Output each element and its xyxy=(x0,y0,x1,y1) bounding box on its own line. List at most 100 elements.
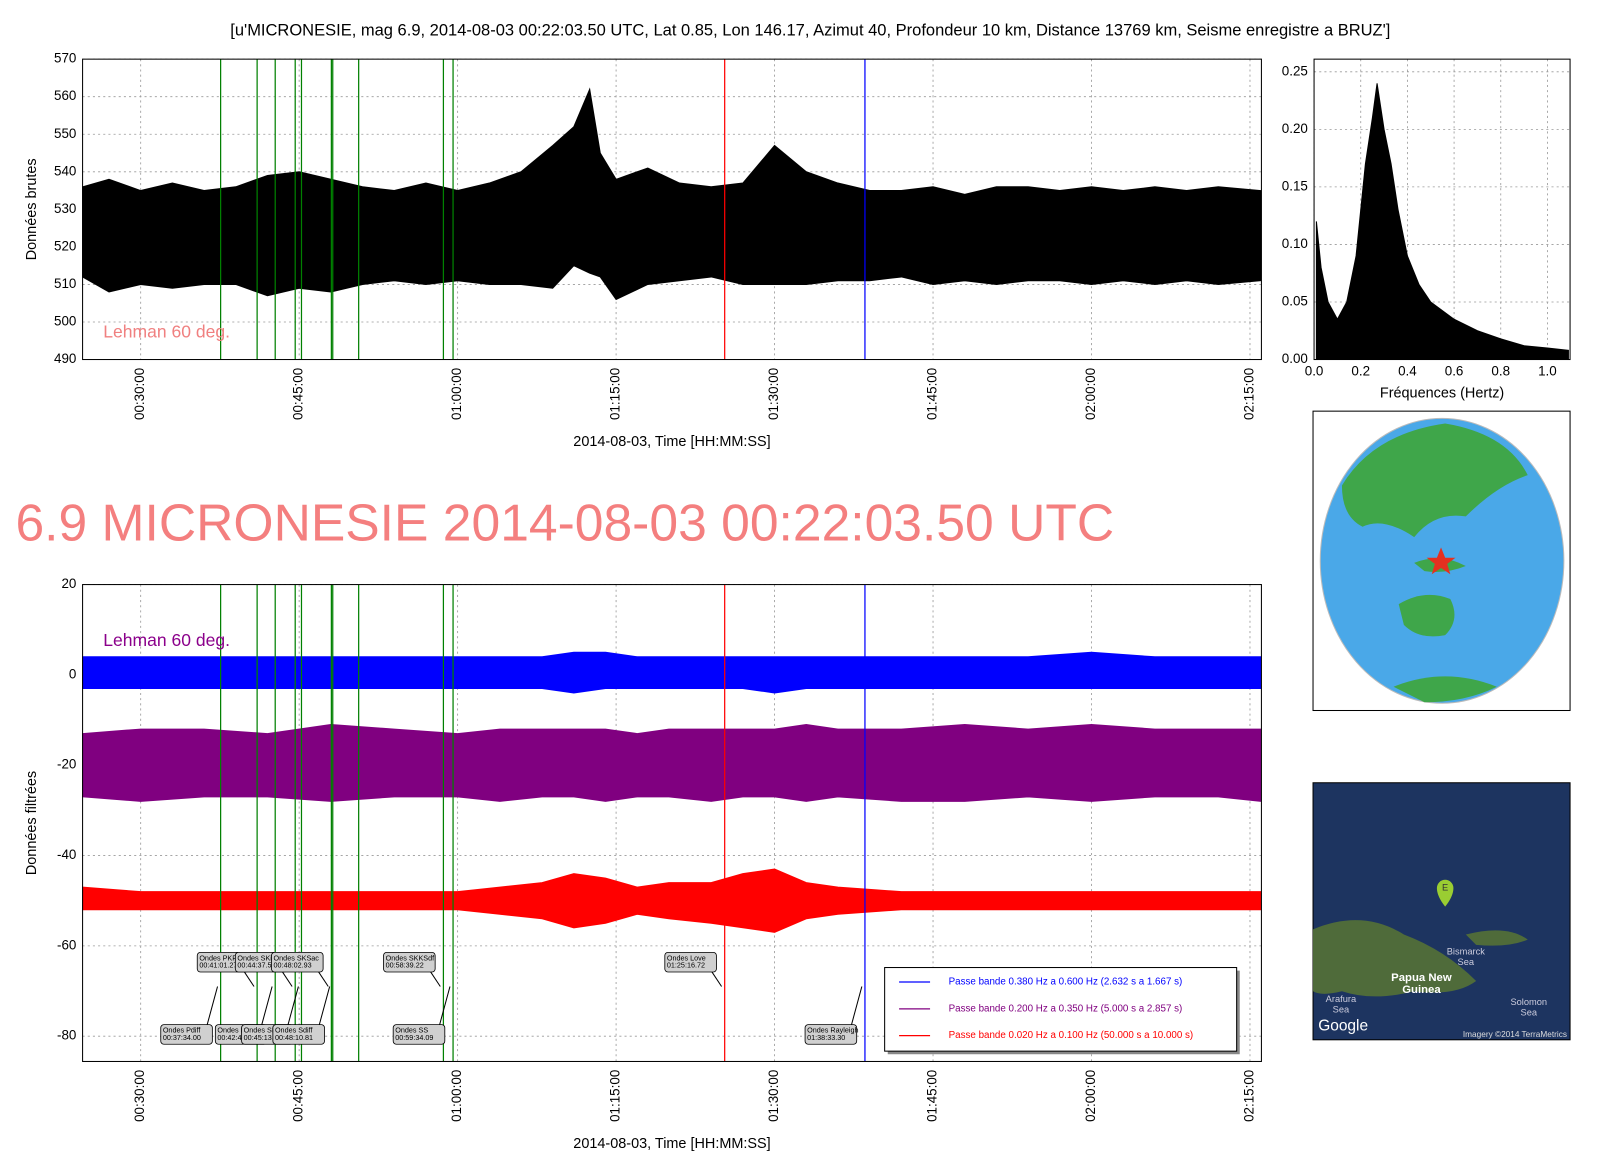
x-tick-label: 01:00:00 xyxy=(449,1070,464,1122)
phase-arrow xyxy=(851,986,863,1025)
chart-panel: [u'MICRONESIE, mag 6.9, 2014-08-03 00:22… xyxy=(24,22,1391,450)
legend-label: Passe bande 0.020 Hz a 0.100 Hz (50.000 … xyxy=(949,1030,1194,1041)
signal-band xyxy=(82,651,1262,694)
phase-time: 00:48:10.81 xyxy=(275,1033,313,1042)
phase-time: 01:38:33.30 xyxy=(807,1033,845,1042)
phase-label-box xyxy=(272,1024,325,1045)
phase-arrow xyxy=(281,970,293,987)
y-tick-label: 530 xyxy=(54,201,76,216)
x-tick-label: 01:45:00 xyxy=(925,368,940,420)
phase-label-box xyxy=(160,1024,213,1045)
x-tick-label: 00:45:00 xyxy=(291,368,306,420)
phase-label: Ondes Love xyxy=(667,953,706,962)
x-tick-label: 0.0 xyxy=(1305,363,1324,378)
signal-band xyxy=(82,868,1262,933)
y-tick-label: 0.15 xyxy=(1282,178,1308,193)
y-tick-label: 540 xyxy=(54,163,76,178)
y-tick-label: 490 xyxy=(54,351,76,366)
phase-time: 00:44:37.55 xyxy=(237,961,275,970)
phase-label: Ondes Sdiff xyxy=(275,1026,314,1035)
map-land xyxy=(1313,920,1477,997)
phase-label-box xyxy=(392,1024,446,1045)
x-tick-label: 00:30:00 xyxy=(132,1070,147,1122)
x-tick-label: 02:00:00 xyxy=(1083,368,1098,420)
y-tick-label: 510 xyxy=(54,276,76,291)
y-axis-label: Données filtrées xyxy=(24,771,40,875)
plot-frame xyxy=(1313,58,1571,361)
plot-frame xyxy=(82,58,1262,361)
globe-land xyxy=(1393,676,1497,703)
x-tick-label: 01:45:00 xyxy=(925,1070,940,1122)
x-tick-label: 01:15:00 xyxy=(608,368,623,420)
phase-arrow xyxy=(318,986,331,1025)
map-pin-letter: E xyxy=(1442,883,1448,893)
phase-arrow xyxy=(439,986,451,1025)
chart-panel: 0.00 0.05 0.10 0.15 0.20 0.25 0.0 0.2 0.4 0.6 0.8 1… xyxy=(1282,58,1571,401)
x-tick-label: 0.4 xyxy=(1398,363,1417,378)
phase-label: Ondes Pdiff xyxy=(163,1026,202,1035)
x-tick-label: 02:00:00 xyxy=(1083,1070,1098,1122)
annotation: Lehman 60 deg. xyxy=(103,630,230,650)
y-axis-label: Données brutes xyxy=(24,158,40,260)
annotation: Lehman 60 deg. xyxy=(103,321,230,341)
phase-time: 00:48:02.93 xyxy=(274,961,312,970)
x-tick-label: 02:15:00 xyxy=(1242,1070,1257,1122)
map-frame xyxy=(1312,782,1571,1041)
map-label: Arafura xyxy=(1326,994,1357,1004)
x-tick-label: 0.6 xyxy=(1445,363,1464,378)
phase-label-box xyxy=(383,951,436,973)
y-tick-label: 520 xyxy=(54,238,76,253)
legend-label: Passe bande 0.200 Hz a 0.350 Hz (5.000 s… xyxy=(949,1003,1183,1014)
globe-land xyxy=(1341,423,1528,538)
signal-band xyxy=(82,724,1262,802)
map-label: Sea xyxy=(1521,1007,1538,1017)
phase-label: Ondes Rayleigh xyxy=(807,1026,858,1035)
phase-label-box xyxy=(271,951,324,973)
phase-arrow xyxy=(243,970,255,987)
spectrum-area xyxy=(1315,83,1569,361)
y-tick-label: 570 xyxy=(54,51,76,66)
map-label: Guinea xyxy=(1402,984,1441,996)
y-tick-label: 0.20 xyxy=(1282,121,1308,136)
chart-panel: 6.9 MICRONESIE 2014-08-03 00:22:03.50 UT… xyxy=(15,493,1262,1152)
phase-arrow xyxy=(206,986,219,1025)
map-label: Sea xyxy=(1333,1004,1350,1014)
plot-frame xyxy=(82,584,1262,1062)
y-tick-label: 0.05 xyxy=(1282,294,1308,309)
x-tick-label: 02:15:00 xyxy=(1242,368,1257,420)
x-axis-label: Fréquences (Hertz) xyxy=(1380,385,1504,401)
map-credit: Imagery ©2014 TerraMetrics xyxy=(1463,1030,1567,1039)
y-tick-label: 20 xyxy=(61,576,76,591)
map-pin xyxy=(1436,879,1454,907)
y-tick-label: 0.00 xyxy=(1282,351,1308,366)
phase-label-box xyxy=(804,1024,858,1045)
map-label: Bismarck xyxy=(1447,947,1486,957)
x-tick-label: 1.0 xyxy=(1538,363,1557,378)
y-tick-label: -20 xyxy=(57,757,76,772)
globe-land xyxy=(1398,594,1455,637)
phase-arrow xyxy=(429,970,441,987)
map-label: Sea xyxy=(1458,957,1475,967)
phase-label: Ondes SKiKP xyxy=(237,953,281,962)
phase-time: 00:45:13.20 xyxy=(244,1033,282,1042)
legend-label: Passe bande 0.380 Hz a 0.600 Hz (2.632 s… xyxy=(949,977,1183,988)
phase-label: Ondes SKSac xyxy=(274,953,320,962)
x-axis-label: 2014-08-03, Time [HH:MM:SS] xyxy=(573,434,770,450)
y-tick-label: -40 xyxy=(57,847,76,862)
map-brand: Google xyxy=(1318,1017,1368,1034)
phase-label: Ondes SKSdf xyxy=(244,1026,289,1035)
x-tick-label: 01:30:00 xyxy=(766,368,781,420)
y-tick-label: 500 xyxy=(54,314,76,329)
satellite-map: E Bismarck Sea Papua New Guinea Arafura … xyxy=(1312,782,1571,1041)
x-tick-label: 00:45:00 xyxy=(291,1070,306,1122)
y-tick-label: 0.10 xyxy=(1282,236,1308,251)
phase-arrow xyxy=(287,986,299,1025)
phase-arrow xyxy=(317,970,329,987)
y-tick-label: 560 xyxy=(54,88,76,103)
chart-title: [u'MICRONESIE, mag 6.9, 2014-08-03 00:22… xyxy=(230,22,1390,40)
globe-map xyxy=(1312,410,1571,712)
map-land xyxy=(1465,930,1528,946)
y-tick-label: 0.25 xyxy=(1282,63,1308,78)
phase-time: 00:42:43.99 xyxy=(217,1033,255,1042)
